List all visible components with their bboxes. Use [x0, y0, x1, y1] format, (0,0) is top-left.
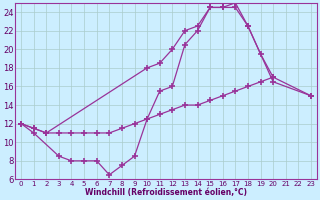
X-axis label: Windchill (Refroidissement éolien,°C): Windchill (Refroidissement éolien,°C): [85, 188, 247, 197]
